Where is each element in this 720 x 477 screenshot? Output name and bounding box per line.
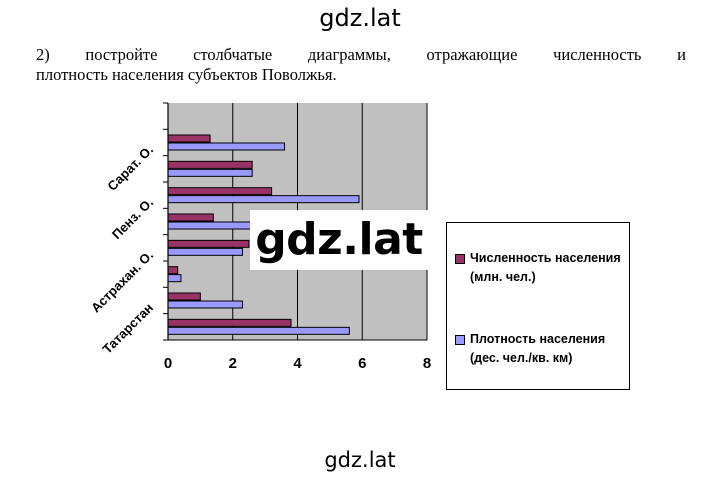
- bar-density: [167, 142, 286, 151]
- bar-density: [167, 195, 360, 204]
- chart-legend: Численность населения (млн. чел.) Плотно…: [446, 222, 630, 390]
- task-line-2: плотность населения субъектов Поволжья.: [36, 65, 337, 84]
- task-line-1: 2) постройте столбчатые диаграммы, отраж…: [36, 45, 686, 65]
- bar-density: [167, 326, 350, 335]
- category-label: Татарстан: [99, 300, 156, 357]
- task-word: столбчатые: [193, 45, 273, 64]
- bar-population: [167, 160, 253, 169]
- watermark-bottom: gdz.lat: [324, 448, 396, 472]
- legend-swatch-population: [455, 254, 465, 264]
- bar-density: [167, 168, 253, 177]
- bar-population: [167, 134, 211, 143]
- bar-density: [167, 300, 243, 309]
- task-word: и: [677, 45, 686, 64]
- watermark-top: gdz.lat: [319, 4, 401, 32]
- bar-density: [167, 274, 182, 283]
- bar-population: [167, 213, 214, 222]
- task-word: отражающие: [426, 45, 518, 64]
- legend-label-population: Численность населения (млн. чел.): [470, 251, 621, 284]
- bar-population: [167, 292, 201, 301]
- x-tick-label: 0: [164, 355, 172, 372]
- x-tick-label: 6: [358, 355, 366, 372]
- task-number: 2): [36, 45, 50, 64]
- x-tick-label: 4: [293, 355, 302, 372]
- legend-item-density: Плотность населения (дес. чел./кв. км): [455, 330, 632, 368]
- category-label: Сарат. О.: [104, 142, 156, 194]
- task-word: диаграммы,: [307, 45, 391, 64]
- bar-density: [167, 247, 243, 256]
- task-word: постройте: [85, 45, 158, 64]
- x-tick-label: 2: [229, 355, 237, 372]
- category-label: Пенз. О.: [109, 195, 156, 242]
- legend-swatch-density: [455, 335, 465, 345]
- legend-label-density: Плотность населения (дес. чел./кв. км): [470, 332, 606, 365]
- bar-population: [167, 187, 273, 196]
- watermark-middle: gdz.lat: [250, 210, 428, 270]
- bar-population: [167, 318, 292, 327]
- bar-population: [167, 266, 179, 275]
- legend-item-population: Численность населения (млн. чел.): [455, 249, 632, 287]
- x-tick-label: 8: [423, 355, 431, 372]
- bar-population: [167, 239, 250, 248]
- task-text: 2) постройте столбчатые диаграммы, отраж…: [36, 45, 686, 85]
- task-word: численность: [553, 45, 642, 64]
